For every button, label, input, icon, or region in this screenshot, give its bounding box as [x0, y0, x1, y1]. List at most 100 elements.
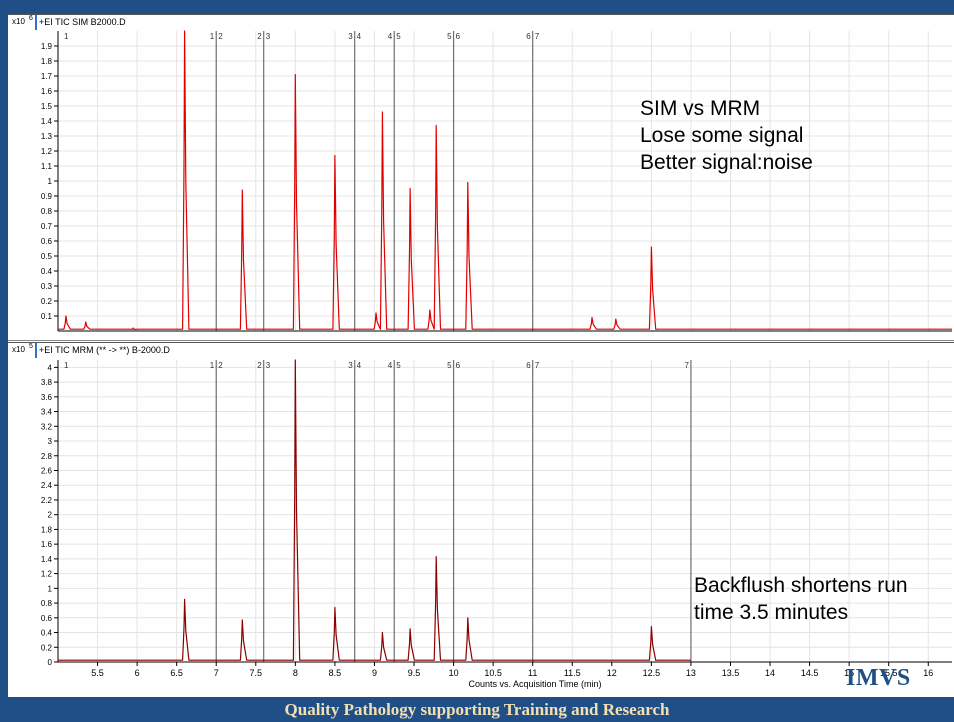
bottom-x-tick-label: 10.5 — [484, 668, 502, 678]
bottom-header-marker — [35, 343, 37, 358]
top-y-tick-label: 1.5 — [41, 102, 53, 111]
top-annotation-line-3: Better signal:noise — [640, 151, 813, 174]
top-scale-exponent: 6 — [29, 15, 33, 22]
top-y-tick-label: 1.2 — [41, 147, 53, 156]
bottom-x-tick-label: 6.5 — [170, 668, 183, 678]
bottom-y-tick-label: 4 — [48, 363, 53, 372]
top-trace-line — [58, 30, 952, 331]
bottom-x-axis-label: Counts vs. Acquisition Time (min) — [468, 679, 601, 689]
bottom-trace-line — [58, 359, 691, 661]
bottom-y-tick-label: 2.2 — [41, 496, 53, 505]
top-annotation-line-1: SIM vs MRM — [640, 97, 761, 120]
bottom-y-tick-label: 2.8 — [41, 452, 53, 461]
bottom-y-tick-label: 0.6 — [41, 614, 53, 623]
bottom-y-tick-label: 2 — [48, 511, 53, 520]
bottom-x-tick-label: 11 — [528, 668, 537, 678]
bottom-segment-label: 6 — [456, 361, 461, 370]
top-header-strip — [8, 14, 954, 31]
top-y-tick-label: 1.6 — [41, 87, 53, 96]
bottom-segment-label: 5 — [447, 361, 452, 370]
bottom-x-tick-label: 7 — [214, 668, 219, 678]
top-y-tick-label: 0.6 — [41, 237, 53, 246]
top-segment-label: 2 — [218, 32, 223, 41]
top-y-tick-label: 1.1 — [41, 162, 53, 171]
imvs-logo: IMVS — [846, 665, 911, 691]
top-y-tick-label: 0.8 — [41, 207, 53, 216]
bottom-segment-label: 7 — [684, 361, 689, 370]
top-segment-label: 7 — [535, 32, 540, 41]
bottom-x-tick-label: 15.5 — [880, 668, 898, 678]
top-y-tick-label: 0.4 — [41, 267, 53, 276]
top-y-tick-label: 1.9 — [41, 42, 53, 51]
bottom-x-tick-label: 7.5 — [250, 668, 263, 678]
bottom-segment-label: 2 — [257, 361, 262, 370]
top-y-tick-label: 1.7 — [41, 72, 53, 81]
bottom-y-tick-label: 1.8 — [41, 525, 53, 534]
bottom-x-tick-label: 14 — [765, 668, 775, 678]
top-segment-label: 5 — [396, 32, 401, 41]
bottom-scale-exponent: 5 — [29, 343, 33, 350]
top-scale-label: x10 — [12, 17, 25, 26]
top-title: +EI TIC SIM B2000.D — [39, 17, 126, 27]
bottom-y-tick-label: 2.6 — [41, 466, 53, 475]
bottom-y-tick-label: 2.4 — [41, 481, 53, 490]
top-y-tick-label: 0.1 — [41, 312, 53, 321]
top-segment-label: 5 — [447, 32, 452, 41]
bottom-annotation: Backflush shortens run time 3.5 minutes — [694, 572, 908, 626]
top-header-marker — [35, 15, 37, 30]
top-y-tick-label: 0.5 — [41, 252, 53, 261]
top-y-tick-label: 0.9 — [41, 192, 53, 201]
bottom-scale-label: x10 — [12, 345, 25, 354]
top-segment-label: 2 — [257, 32, 262, 41]
bottom-segment-label: 5 — [396, 361, 401, 370]
bottom-segment-label: 2 — [218, 361, 223, 370]
top-segment-label: 4 — [357, 32, 362, 41]
bottom-y-tick-label: 3.2 — [41, 422, 53, 431]
top-segment-label: 4 — [388, 32, 393, 41]
bottom-header-strip — [8, 342, 954, 359]
bottom-x-tick-label: 8 — [293, 668, 298, 678]
bottom-segment-label: 1 — [64, 361, 69, 370]
bottom-y-tick-label: 1 — [48, 584, 53, 593]
bottom-panel: x10 5 +EI TIC MRM (** -> **) B-2000.D1 1 2 2 3… — [8, 342, 954, 689]
bottom-segment-label: 6 — [526, 361, 531, 370]
top-segment-label: 6 — [456, 32, 461, 41]
top-y-tick-label: 0.7 — [41, 222, 53, 231]
top-segment-label: 6 — [526, 32, 531, 41]
bottom-x-tick-label: 16 — [923, 668, 933, 678]
bottom-y-tick-label: 0.2 — [41, 643, 53, 652]
top-annotation: SIM vs MRM Lose some signal Better signa… — [640, 95, 813, 176]
bottom-segment-label: 3 — [348, 361, 353, 370]
bottom-segment-label: 4 — [357, 361, 362, 370]
bottom-segment-label: 1 — [210, 361, 215, 370]
bottom-x-tick-label: 11.5 — [564, 668, 581, 678]
bottom-x-tick-label: 12.5 — [643, 668, 661, 678]
top-y-tick-label: 0.3 — [41, 282, 53, 291]
bottom-title: +EI TIC MRM (** -> **) B-2000.D — [39, 345, 170, 355]
bottom-y-tick-label: 3.6 — [41, 393, 53, 402]
bottom-y-tick-label: 3 — [48, 437, 53, 446]
bottom-x-tick-label: 12 — [607, 668, 617, 678]
bottom-y-tick-label: 0.8 — [41, 599, 53, 608]
bottom-y-tick-label: 3.8 — [41, 378, 53, 387]
top-segment-label: 1 — [210, 32, 215, 41]
bottom-y-tick-label: 1.6 — [41, 540, 53, 549]
bottom-y-tick-label: 1.4 — [41, 555, 53, 564]
bottom-segment-label: 7 — [535, 361, 540, 370]
top-annotation-line-2: Lose some signal — [640, 124, 804, 147]
top-segment-label: 1 — [64, 32, 69, 41]
bottom-x-tick-label: 6 — [135, 668, 140, 678]
bottom-x-tick-label: 10 — [449, 668, 459, 678]
top-panel: x10 6 +EI TIC SIM B2000.D1 1 2 2 3 3 4 4 5 5 6 6 70.10… — [8, 14, 954, 332]
bottom-segment-label: 4 — [388, 361, 393, 370]
bottom-x-tick-label: 14.5 — [801, 668, 819, 678]
footer-banner: Quality Pathology supporting Training an… — [0, 697, 954, 722]
bottom-annotation-line-1: Backflush shortens run — [694, 574, 908, 597]
bottom-x-tick-label: 9 — [372, 668, 377, 678]
bottom-annotation-line-2: time 3.5 minutes — [694, 601, 849, 624]
bottom-x-tick-label: 13.5 — [722, 668, 740, 678]
top-y-tick-label: 1.8 — [41, 57, 53, 66]
bottom-segment-label: 3 — [266, 361, 271, 370]
